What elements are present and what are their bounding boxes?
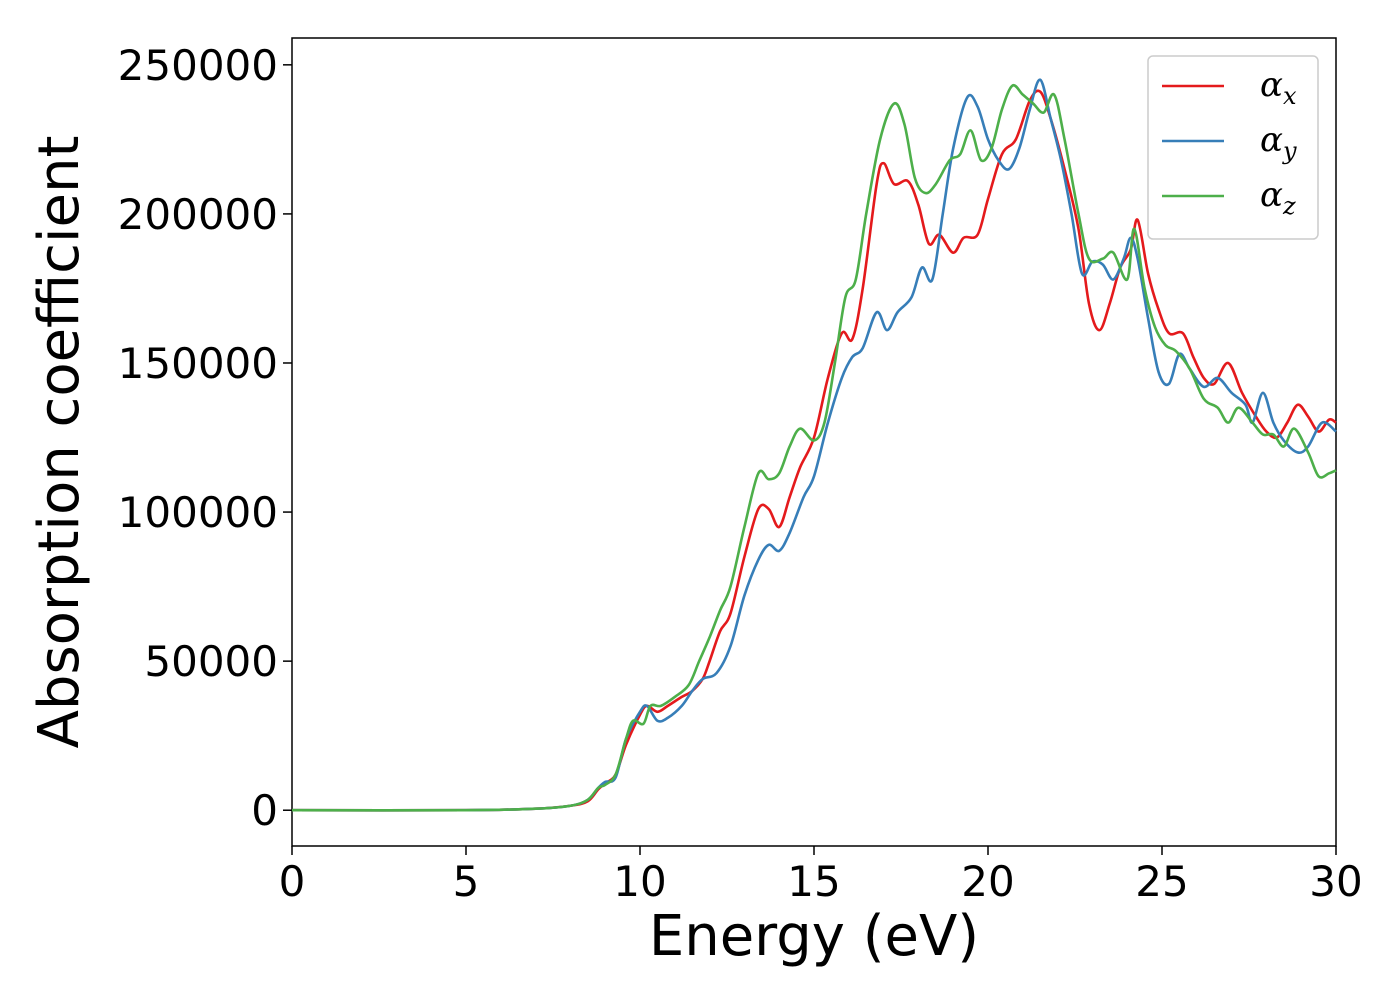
x-tick-label: 15 bbox=[787, 857, 840, 906]
legend-label: αz bbox=[1260, 175, 1296, 220]
legend: αx αy αz bbox=[1147, 55, 1319, 240]
y-axis-label: Absorption coefficient bbox=[27, 136, 92, 749]
y-tick-label: 150000 bbox=[118, 339, 278, 388]
legend-label: αy bbox=[1260, 120, 1297, 165]
x-tick-label: 5 bbox=[453, 857, 480, 906]
x-tick-label: 20 bbox=[961, 857, 1014, 906]
x-tick-label: 30 bbox=[1309, 857, 1362, 906]
y-tick-label: 100000 bbox=[118, 488, 278, 537]
y-tick-label: 0 bbox=[251, 786, 278, 835]
legend-label: αx bbox=[1260, 65, 1297, 110]
x-axis-ticks: 0 5 10 15 20 25 30 bbox=[279, 846, 1363, 906]
series-line-αz bbox=[291, 84, 1337, 812]
x-tick-label: 25 bbox=[1135, 857, 1188, 906]
legend-box bbox=[1147, 55, 1319, 240]
x-tick-label: 0 bbox=[279, 857, 306, 906]
series-line-αx bbox=[291, 89, 1337, 812]
y-axis-ticks: 0 50000 100000 150000 200000 250000 bbox=[118, 41, 292, 835]
y-tick-label: 50000 bbox=[144, 637, 278, 686]
y-tick-label: 250000 bbox=[118, 41, 278, 90]
x-axis-label: Energy (eV) bbox=[649, 904, 979, 969]
y-tick-label: 200000 bbox=[118, 190, 278, 239]
x-tick-label: 10 bbox=[613, 857, 666, 906]
series-layer bbox=[291, 78, 1337, 812]
